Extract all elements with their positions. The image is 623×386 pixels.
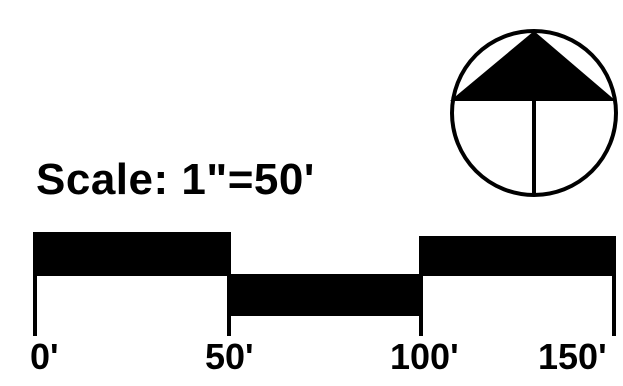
north-arrow-icon [450,29,618,197]
scale-label-50: 50' [205,336,254,377]
scale-segment-50-100 [229,274,421,316]
scale-bar [33,232,616,336]
scale-label-150: 150' [538,336,607,377]
scale-label-0: 0' [30,336,59,377]
north-arrow-head [450,31,616,101]
scale-title: Scale: 1"=50' [36,155,315,204]
scale-segment-0-50 [35,232,229,276]
scale-label-100: 100' [390,336,459,377]
scale-segment-100-150 [421,236,616,276]
